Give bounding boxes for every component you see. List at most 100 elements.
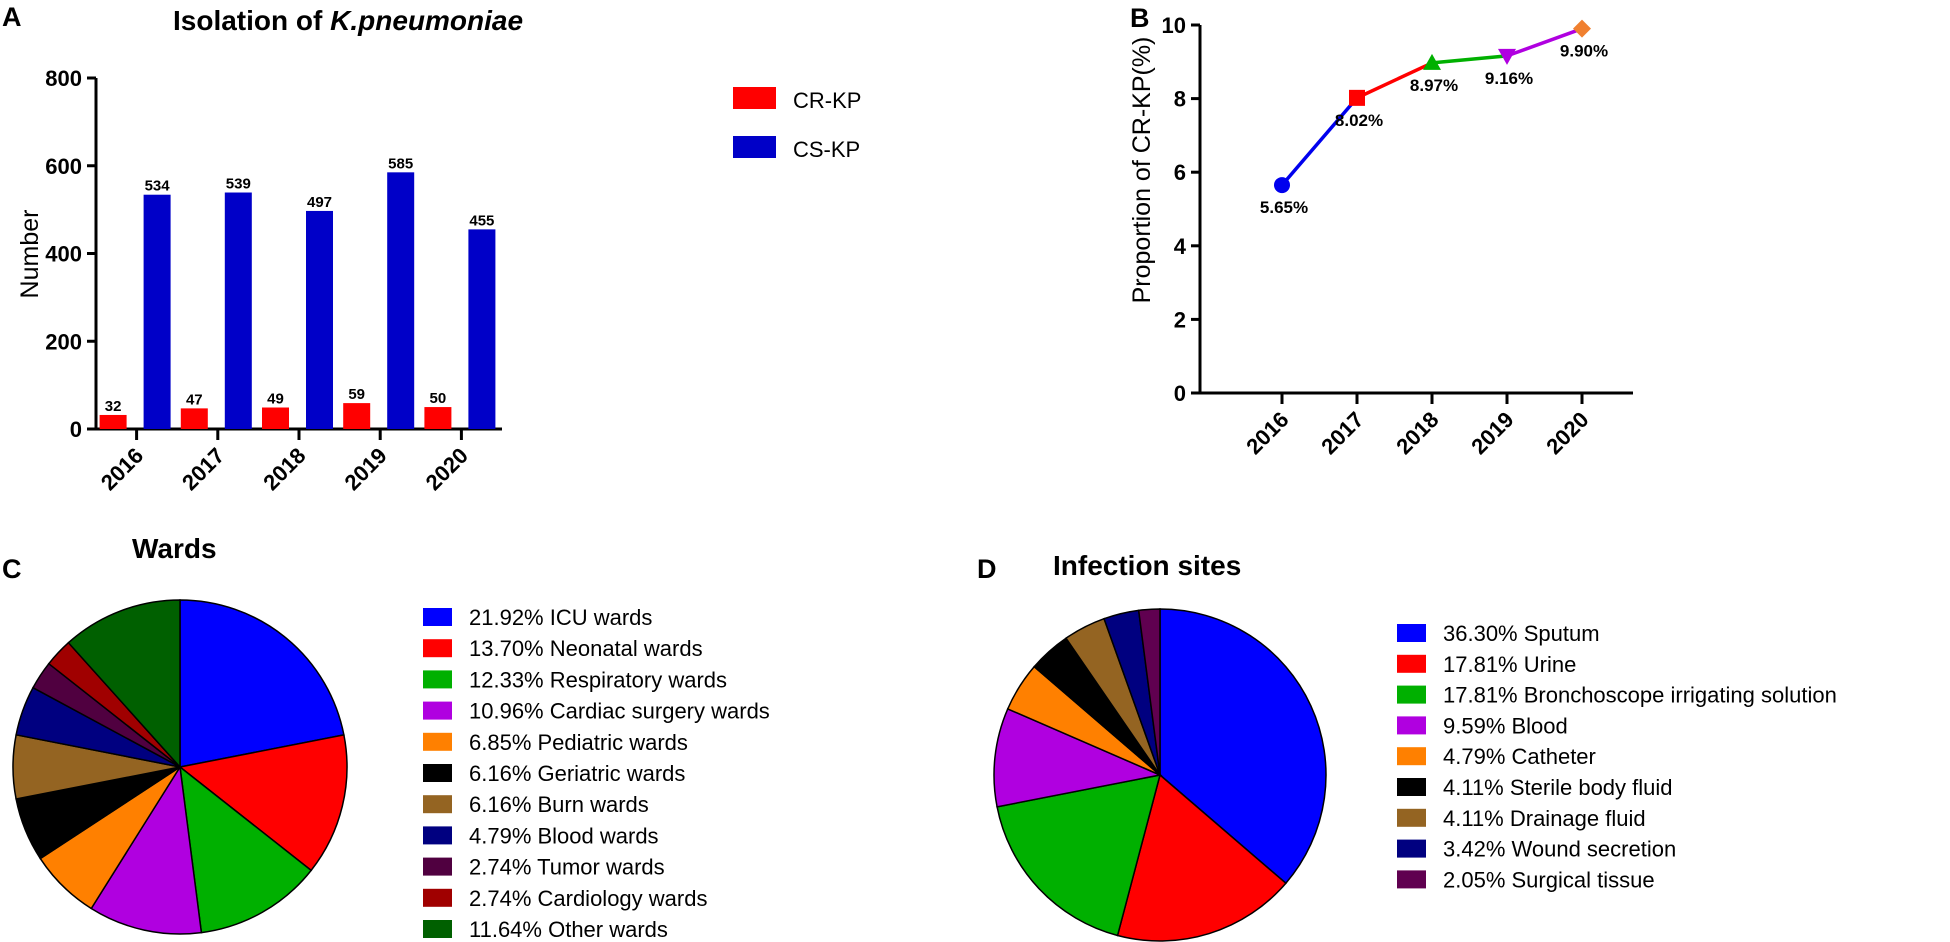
line-point-square-2017: [1349, 89, 1365, 106]
line-point-circle-2016: [1274, 177, 1290, 194]
wards-pie-title: Wards: [132, 533, 217, 564]
bar-value-label: 47: [186, 391, 203, 408]
bar-value-label: 50: [430, 390, 447, 407]
bar-value-label: 32: [105, 398, 122, 415]
bar-cs-kp-2019: [387, 172, 415, 430]
line-y-tick-label: 10: [1162, 13, 1186, 38]
infection-legend-swatch-5: [1397, 778, 1426, 796]
wards-pie-slice-3: [90, 764, 203, 935]
infection-legend-label-0: 36.30% Sputum: [1443, 621, 1600, 646]
bar-y-axis-label: Number: [16, 210, 44, 299]
bar-y-tick-label: 800: [45, 66, 82, 91]
infection-legend-swatch-6: [1397, 808, 1426, 827]
infection-legend-label-1: 17.81% Urine: [1443, 652, 1576, 677]
infection-legend-label-6: 4.11% Drainage fluid: [1443, 806, 1646, 831]
infection-pie-slice-0: [1159, 608, 1327, 885]
legend-swatch-cs-kp: [733, 136, 776, 158]
bar-y-tick-label: 200: [45, 329, 82, 354]
wards-legend-swatch-5: [423, 764, 452, 782]
bar-value-label: 534: [145, 178, 171, 195]
line-y-tick-label: 4: [1174, 234, 1187, 259]
bar-value-label: 585: [388, 155, 413, 172]
line-segment: [1356, 61, 1433, 100]
bar-value-label: 59: [348, 386, 365, 403]
infection-legend-swatch-8: [1397, 870, 1426, 889]
wards-legend-label-9: 2.74% Cardiology wards: [469, 886, 707, 911]
wards-legend-label-10: 11.64% Other wards: [469, 917, 668, 942]
panel-d-pie-chart: Infection sites 36.30% Sputum 17.81% Urin…: [993, 550, 1837, 942]
wards-legend-swatch-0: [423, 608, 452, 626]
bar-cs-kp-2016: [143, 194, 171, 429]
infection-pie-slice-1: [1116, 773, 1287, 942]
line-point-label: 8.02%: [1335, 111, 1383, 130]
infection-pie-slice-2: [996, 774, 1162, 937]
infection-legend-swatch-0: [1397, 624, 1426, 642]
legend-swatch-cr-kp: [733, 87, 776, 109]
infection-legend-label-7: 3.42% Wound secretion: [1443, 837, 1676, 862]
panel-letter-b: B: [1130, 3, 1150, 33]
infection-legend-label-2: 17.81% Bronchoscope irrigating solution: [1443, 683, 1837, 708]
infection-legend-swatch-1: [1397, 654, 1426, 673]
line-point-label: 9.90%: [1560, 42, 1608, 61]
line-y-tick-label: 2: [1174, 307, 1186, 332]
bar-cs-kp-2020: [468, 229, 496, 429]
wards-pie-legend: 21.92% ICU wards 13.70% Neonatal wards 12.…: [423, 605, 770, 942]
line-y-tick-label: 6: [1174, 160, 1186, 185]
infection-pie-title: Infection sites: [1053, 550, 1241, 581]
bar-chart-title-italic: K.pneumoniae: [330, 5, 523, 36]
wards-legend-swatch-7: [423, 826, 452, 845]
line-segment: [1431, 54, 1508, 65]
infection-pie: [993, 608, 1327, 942]
wards-pie-slice-1: [178, 734, 348, 872]
infection-pie-slice-3: [993, 707, 1163, 808]
bar-x-tick-label: 2017: [177, 443, 229, 495]
line-y-axis-label: Proportion of CR-KP(%): [1128, 37, 1156, 304]
panel-a-bar-chart: Isolation of K.pneumoniae Number 0 200 400…: [16, 5, 861, 495]
line-segment: [1506, 27, 1583, 58]
infection-legend-label-4: 4.79% Catheter: [1443, 744, 1596, 769]
infection-legend-label-3: 9.59% Blood: [1443, 713, 1568, 738]
line-x-tick-label: 2019: [1466, 407, 1518, 459]
bar-value-label: 49: [267, 391, 284, 408]
wards-legend-label-7: 4.79% Blood wards: [469, 823, 659, 848]
line-point-triangle-2018: [1423, 53, 1441, 70]
wards-legend-label-0: 21.92% ICU wards: [469, 605, 652, 630]
line-y-tick-label: 8: [1174, 87, 1186, 112]
wards-legend-label-8: 2.74% Tumor wards: [469, 855, 665, 880]
bar-x-tick-label: 2020: [421, 443, 473, 495]
bar-cs-kp-2018: [306, 210, 333, 429]
line-segment: [1280, 96, 1359, 187]
bar-x-tick-label: 2016: [96, 443, 148, 495]
wards-pie-slice-2: [179, 765, 313, 934]
line-x-tick-label: 2016: [1241, 407, 1293, 459]
line-x-tick-label: 2017: [1316, 407, 1368, 459]
wards-legend-label-6: 6.16% Burn wards: [469, 792, 649, 817]
line-point-label: 8.97%: [1410, 76, 1458, 95]
bar-cr-kp-2020: [424, 407, 452, 429]
wards-legend-swatch-3: [423, 701, 452, 720]
legend-label-cs-kp: CS-KP: [793, 137, 860, 162]
wards-pie: [12, 599, 348, 935]
panel-letter-a: A: [2, 2, 22, 32]
bar-y-tick-label: 600: [45, 154, 82, 179]
bar-cr-kp-2017: [180, 408, 208, 429]
bar-legend: CR-KP CS-KP: [733, 87, 861, 162]
bar-axes: 0 200 400 600 800 2016 2017 2018 2019 2020: [45, 66, 502, 495]
wards-legend-label-3: 10.96% Cardiac surgery wards: [469, 699, 770, 724]
infection-pie-legend: 36.30% Sputum 17.81% Urine 17.81% Bronchos…: [1397, 621, 1837, 892]
bar-y-tick-label: 400: [45, 242, 82, 267]
infection-legend-swatch-7: [1397, 839, 1426, 858]
wards-legend-swatch-2: [423, 670, 452, 689]
bar-cr-kp-2016: [99, 414, 127, 429]
bar-value-label: 497: [307, 194, 332, 211]
bar-x-tick-label: 2018: [258, 443, 310, 495]
infection-legend-label-5: 4.11% Sterile body fluid: [1443, 775, 1673, 800]
legend-label-cr-kp: CR-KP: [793, 88, 861, 113]
wards-legend-label-4: 6.85% Pediatric wards: [469, 730, 688, 755]
line-point-triangle-2019: [1498, 48, 1516, 65]
line-point-label: 9.16%: [1485, 69, 1533, 88]
panel-b-line-chart: Proportion of CR-KP(%) 0 2 4 6 8 10 2016 2017 20…: [1128, 13, 1633, 459]
line-x-tick-label: 2020: [1541, 407, 1593, 459]
wards-legend-swatch-10: [423, 920, 452, 938]
